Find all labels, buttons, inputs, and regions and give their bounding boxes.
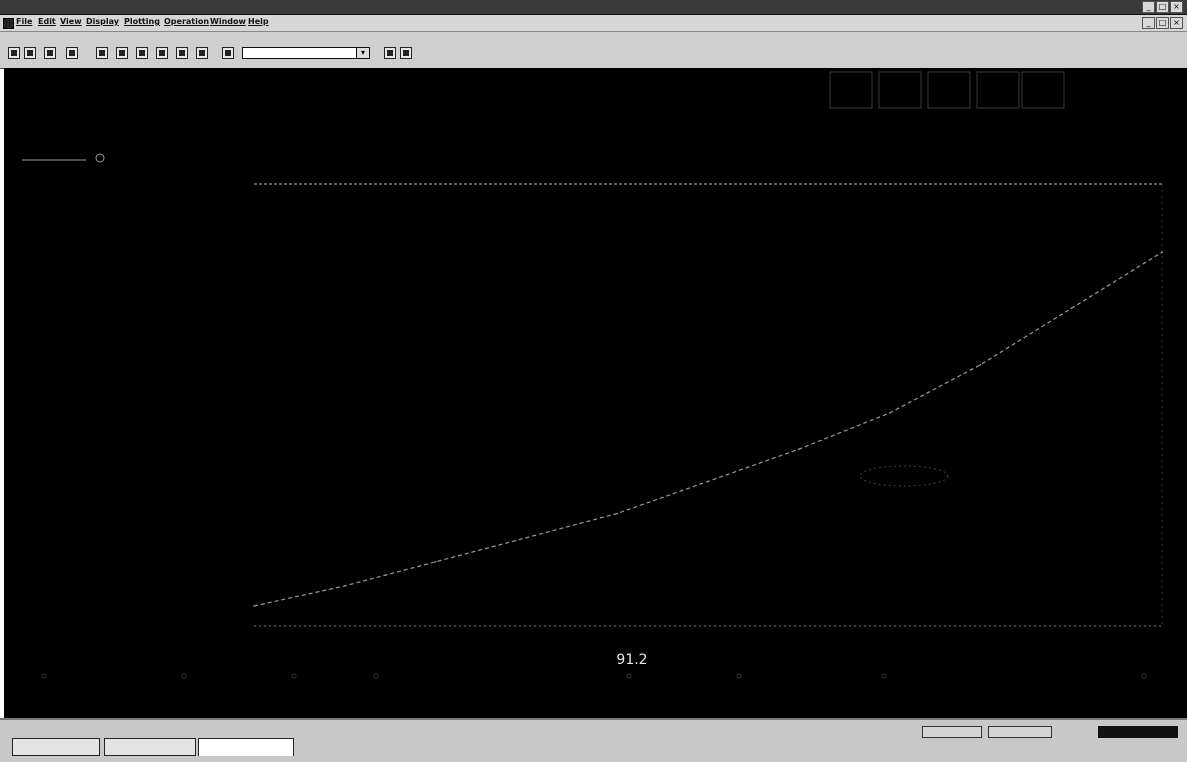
axis-tick-mark	[41, 673, 47, 679]
doc-close-button[interactable]: ×	[1170, 17, 1183, 29]
scroll-track[interactable]	[1098, 726, 1178, 738]
sheet-tab-2[interactable]	[104, 738, 196, 756]
document-icon[interactable]	[3, 18, 14, 29]
maximize-button[interactable]: □	[1156, 1, 1169, 13]
plot-area[interactable]: 91.2	[4, 68, 1187, 718]
fit-icon[interactable]	[136, 47, 148, 59]
status-field-1	[922, 726, 982, 738]
axis-tick-mark	[291, 673, 297, 679]
menu-view[interactable]: View	[60, 17, 82, 26]
minimize-button[interactable]: _	[1142, 1, 1155, 13]
toolbar: ▾	[0, 32, 1187, 69]
axis-tick-mark	[736, 673, 742, 679]
document-window-controls: _ □ ×	[1142, 17, 1183, 29]
doc-minimize-button[interactable]: _	[1142, 17, 1155, 29]
data-point	[979, 364, 982, 366]
close-button[interactable]: ×	[1170, 1, 1183, 13]
save-icon[interactable]	[24, 47, 36, 59]
line-chart[interactable]: 91.2	[4, 68, 1187, 718]
annotation-ellipse	[859, 465, 949, 487]
zoom-in-icon[interactable]	[96, 47, 108, 59]
data-point	[344, 585, 346, 587]
header-box-2	[878, 71, 922, 109]
data-point	[1070, 307, 1072, 310]
data-point	[1161, 251, 1163, 253]
header-box-1	[829, 71, 873, 109]
axis-tick-mark	[881, 673, 887, 679]
chart-icon[interactable]	[222, 47, 234, 59]
legend-marker-icon	[95, 153, 105, 163]
cursor-icon[interactable]	[66, 47, 78, 59]
axis-tick-mark	[181, 673, 187, 679]
data-point	[888, 412, 891, 414]
title-bar: _ □ ×	[0, 0, 1187, 15]
data-point	[616, 512, 618, 515]
print-icon[interactable]	[44, 47, 56, 59]
apply-icon[interactable]	[384, 47, 396, 59]
autoscale-icon[interactable]	[176, 47, 188, 59]
zoom-out-icon[interactable]	[116, 47, 128, 59]
menu-edit[interactable]: Edit	[38, 17, 56, 26]
settings-icon[interactable]	[400, 47, 412, 59]
readout-value: 91.2	[616, 652, 647, 668]
series-line-1	[253, 251, 1163, 607]
channel-select[interactable]: ▾	[242, 47, 370, 59]
axis-tick-mark	[1141, 673, 1147, 679]
menu-file[interactable]: File	[16, 17, 33, 26]
menu-bar: File Edit View Display Plotting Operatio…	[0, 15, 1187, 32]
header-box-5	[1021, 71, 1065, 109]
sheet-tab-3[interactable]	[198, 738, 294, 756]
header-box-3	[927, 71, 971, 109]
axis-tick-mark	[626, 673, 632, 679]
data-point	[707, 480, 709, 483]
doc-maximize-button[interactable]: □	[1156, 17, 1169, 29]
refresh-icon[interactable]	[196, 47, 208, 59]
grid-icon[interactable]	[156, 47, 168, 59]
menu-plotting[interactable]: Plotting	[124, 17, 160, 26]
sheet-tab-1[interactable]	[12, 738, 100, 756]
data-point	[525, 536, 528, 539]
chevron-down-icon[interactable]: ▾	[356, 48, 369, 58]
status-field-2	[988, 726, 1052, 738]
window-controls: _ □ ×	[1142, 1, 1183, 13]
data-point	[434, 561, 437, 563]
open-icon[interactable]	[8, 47, 20, 59]
data-point	[253, 605, 255, 607]
status-bar	[0, 718, 1187, 762]
menu-operation[interactable]: Operation	[164, 17, 210, 26]
header-box-4	[976, 71, 1020, 109]
menu-display[interactable]: Display	[86, 17, 119, 26]
data-point	[798, 448, 800, 451]
menu-window[interactable]: Window	[210, 17, 246, 26]
axis-tick-mark	[373, 673, 379, 679]
menu-help[interactable]: Help	[248, 17, 269, 26]
